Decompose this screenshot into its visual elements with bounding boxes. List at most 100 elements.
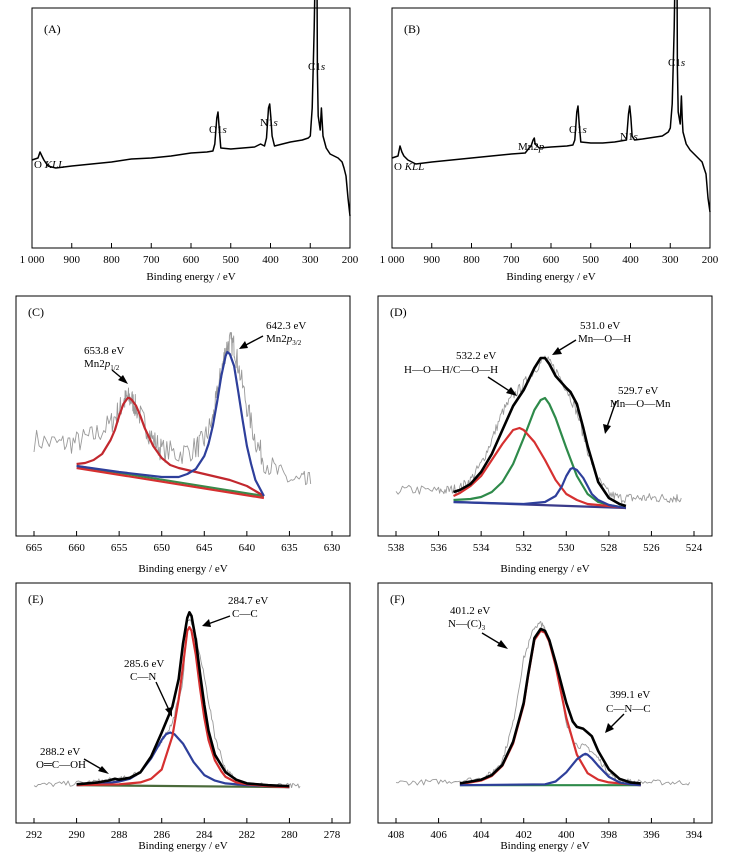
panel-b: (B) 1 000 900 800 700 600 500 400 300 200 C1s N1…: [380, 0, 719, 283]
annotation-o-kll: O KLL: [34, 159, 64, 171]
x-tick-label: 400: [558, 829, 575, 841]
annotation-o1s: O1s: [209, 124, 227, 136]
series-layer: [33, 331, 312, 500]
annotation-c1s: C1s: [308, 61, 325, 73]
annotation-642-ev: 642.3 eV: [266, 320, 306, 332]
series-layer: [395, 620, 691, 787]
arrow-531: [552, 339, 577, 355]
annotation-mn-o-h: Mn—O—H: [578, 333, 631, 345]
x-tick-label: 1 000: [380, 254, 405, 266]
x-axis-ticks: 1 000 900 800 700 600 500 400 300 200: [380, 243, 719, 266]
series-layer: [31, 0, 351, 217]
annotation-285-ev: 285.6 eV: [124, 658, 164, 670]
annotation-531-ev: 531.0 eV: [580, 320, 620, 332]
annotation-n-c3: N—(C)3: [448, 618, 486, 632]
annotation-mn2p32: Mn2p3/2: [266, 333, 302, 347]
x-tick-label: 500: [583, 254, 600, 266]
x-tick-label: 288: [111, 829, 128, 841]
x-tick-label: 900: [64, 254, 81, 266]
panel-e: (E) 292 290 288 286 284 282 280 278 284.7 eV C—…: [15, 582, 351, 852]
x-tick-label: 900: [424, 254, 441, 266]
arrow-288: [83, 758, 109, 774]
plot-frame: [377, 582, 713, 824]
x-tick-label: 650: [153, 542, 170, 554]
annotation-mn2p: Mn2p: [518, 141, 545, 153]
series-background: [76, 466, 265, 500]
x-axis-ticks: 1 000 900 800 700 600 500 400 300 200: [20, 243, 359, 266]
x-tick-label: 530: [558, 542, 575, 554]
x-tick-label: 800: [463, 254, 480, 266]
x-axis-ticks: 665 660 655 650 645 640 635 630: [26, 531, 341, 554]
series-fit: [459, 752, 641, 787]
series-survey: [31, 0, 351, 217]
x-tick-label: 1 000: [20, 254, 45, 266]
series-fit: [76, 350, 265, 497]
panel-label: (B): [404, 22, 420, 36]
x-tick-label: 526: [643, 542, 660, 554]
panel-label: (D): [390, 305, 407, 319]
annotation-c-n-c: C—N—C: [606, 703, 651, 715]
panel-label: (C): [28, 305, 44, 319]
series-fit: [76, 625, 290, 789]
series-survey: [391, 0, 711, 213]
annotation-c1s: C1s: [668, 57, 685, 69]
plot-frame: [31, 7, 351, 249]
annotation-n1s: N1s: [260, 117, 278, 129]
series-sum: [76, 610, 290, 788]
plot-frame: [15, 295, 351, 537]
x-tick-label: 280: [281, 829, 298, 841]
x-tick-label: 655: [111, 542, 128, 554]
x-tick-label: 278: [324, 829, 341, 841]
x-axis-title: Binding energy / eV: [506, 271, 595, 283]
annotation-n1s: N1s: [620, 131, 638, 143]
x-tick-label: 645: [196, 542, 213, 554]
x-tick-label: 300: [662, 254, 679, 266]
x-tick-label: 524: [686, 542, 703, 554]
x-axis-ticks: 538 536 534 532 530 528 526 524: [388, 531, 703, 554]
plot-frame: [391, 7, 711, 249]
series-fit: [453, 396, 627, 510]
series-raw: [395, 355, 682, 504]
x-tick-label: 404: [473, 829, 490, 841]
x-tick-label: 532: [515, 542, 532, 554]
x-tick-label: 665: [26, 542, 43, 554]
x-tick-label: 660: [68, 542, 85, 554]
x-tick-label: 700: [143, 254, 160, 266]
x-axis-title: Binding energy / eV: [500, 563, 589, 575]
x-tick-label: 630: [324, 542, 341, 554]
panel-d: (D) 538 536 534 532 530 528 526 524 531.0 eV Mn…: [377, 295, 713, 575]
annotation-288-ev: 288.2 eV: [40, 746, 80, 758]
arrow-532: [487, 376, 517, 396]
x-tick-label: 200: [702, 254, 719, 266]
series-layer: [395, 355, 682, 510]
x-axis-title: Binding energy / eV: [138, 840, 227, 852]
panel-c: (C) 665 660 655 650 645 640 635 630 653.8 eV Mn…: [15, 295, 351, 575]
arrow-642: [239, 335, 264, 349]
arrow-285: [155, 681, 172, 717]
x-tick-label: 400: [622, 254, 639, 266]
x-tick-label: 500: [223, 254, 240, 266]
x-tick-label: 536: [430, 542, 447, 554]
annotation-c-n: C—N: [130, 671, 156, 683]
x-axis-ticks: 408 406 404 402 400 398 396 394: [388, 818, 703, 841]
x-tick-label: 600: [183, 254, 200, 266]
panel-f: (F) 408 406 404 402 400 398 396 394 401.2 eV N—…: [377, 582, 713, 852]
x-axis-title: Binding energy / eV: [500, 840, 589, 852]
x-tick-label: 290: [68, 829, 85, 841]
x-axis-title: Binding energy / eV: [146, 271, 235, 283]
x-tick-label: 292: [26, 829, 43, 841]
series-raw: [33, 331, 312, 486]
arrow-284: [202, 615, 231, 627]
annotation-mn-o-mn: Mn—O—Mn: [610, 398, 671, 410]
annotation-399-ev: 399.1 eV: [610, 689, 650, 701]
x-tick-label: 396: [643, 829, 660, 841]
x-tick-label: 528: [601, 542, 618, 554]
annotation-529-ev: 529.7 eV: [618, 385, 658, 397]
panel-a: (A) 1 000 900 800 700 600 500 400 300 200 C1s N1…: [20, 0, 359, 283]
x-tick-label: 635: [281, 542, 298, 554]
x-tick-label: 640: [239, 542, 256, 554]
series-fit: [76, 396, 265, 497]
annotation-401-ev: 401.2 eV: [450, 605, 490, 617]
panel-label: (E): [28, 592, 43, 606]
